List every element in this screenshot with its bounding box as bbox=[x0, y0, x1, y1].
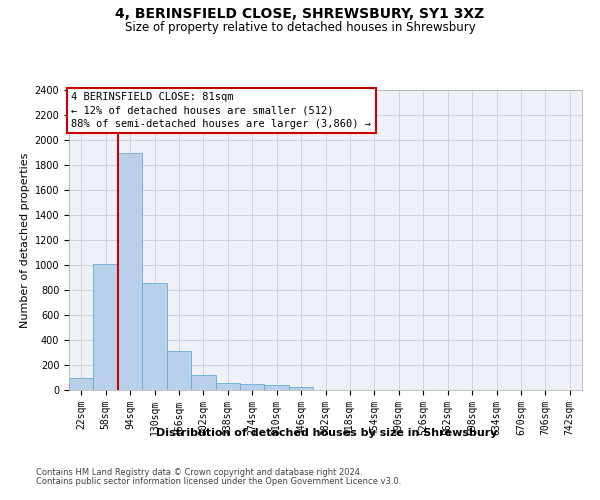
Bar bbox=[289, 387, 313, 390]
Bar bbox=[94, 264, 118, 390]
Bar bbox=[191, 375, 215, 390]
Text: 4, BERINSFIELD CLOSE, SHREWSBURY, SY1 3XZ: 4, BERINSFIELD CLOSE, SHREWSBURY, SY1 3X… bbox=[115, 8, 485, 22]
Text: Contains public sector information licensed under the Open Government Licence v3: Contains public sector information licen… bbox=[36, 477, 401, 486]
Text: 4 BERINSFIELD CLOSE: 81sqm
← 12% of detached houses are smaller (512)
88% of sem: 4 BERINSFIELD CLOSE: 81sqm ← 12% of deta… bbox=[71, 92, 371, 129]
Bar bbox=[215, 382, 240, 390]
Bar bbox=[118, 152, 142, 390]
Text: Distribution of detached houses by size in Shrewsbury: Distribution of detached houses by size … bbox=[156, 428, 498, 438]
Y-axis label: Number of detached properties: Number of detached properties bbox=[20, 152, 31, 328]
Bar bbox=[167, 350, 191, 390]
Bar bbox=[142, 282, 167, 390]
Text: Contains HM Land Registry data © Crown copyright and database right 2024.: Contains HM Land Registry data © Crown c… bbox=[36, 468, 362, 477]
Bar bbox=[69, 378, 94, 390]
Text: Size of property relative to detached houses in Shrewsbury: Size of property relative to detached ho… bbox=[125, 22, 475, 35]
Bar bbox=[240, 384, 265, 390]
Bar bbox=[265, 385, 289, 390]
